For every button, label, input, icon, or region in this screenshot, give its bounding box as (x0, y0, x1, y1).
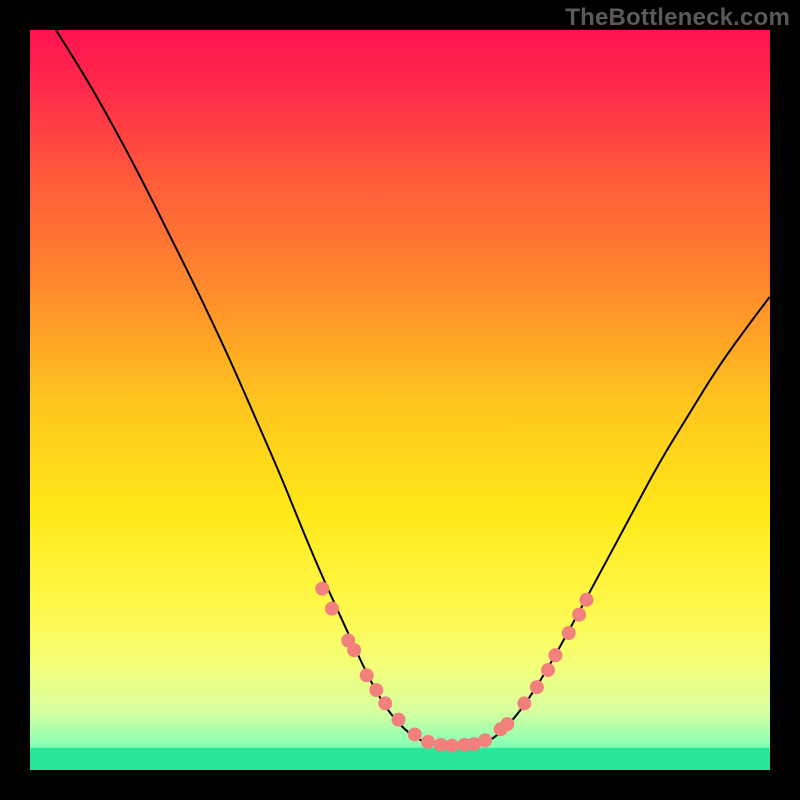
data-marker (541, 663, 555, 677)
data-marker (421, 735, 435, 749)
data-marker (478, 733, 492, 747)
bottleneck-chart (0, 0, 800, 800)
data-marker (445, 739, 459, 753)
plot-background (30, 30, 770, 770)
data-marker (579, 593, 593, 607)
data-marker (392, 713, 406, 727)
data-marker (315, 582, 329, 596)
data-marker (530, 680, 544, 694)
bottom-band (30, 748, 770, 770)
data-marker (408, 727, 422, 741)
data-marker (572, 608, 586, 622)
data-marker (378, 696, 392, 710)
data-marker (500, 717, 514, 731)
data-marker (369, 683, 383, 697)
data-marker (548, 648, 562, 662)
data-marker (517, 696, 531, 710)
data-marker (347, 643, 361, 657)
chart-root: TheBottleneck.com (0, 0, 800, 800)
data-marker (562, 626, 576, 640)
data-marker (325, 602, 339, 616)
data-marker (360, 668, 374, 682)
